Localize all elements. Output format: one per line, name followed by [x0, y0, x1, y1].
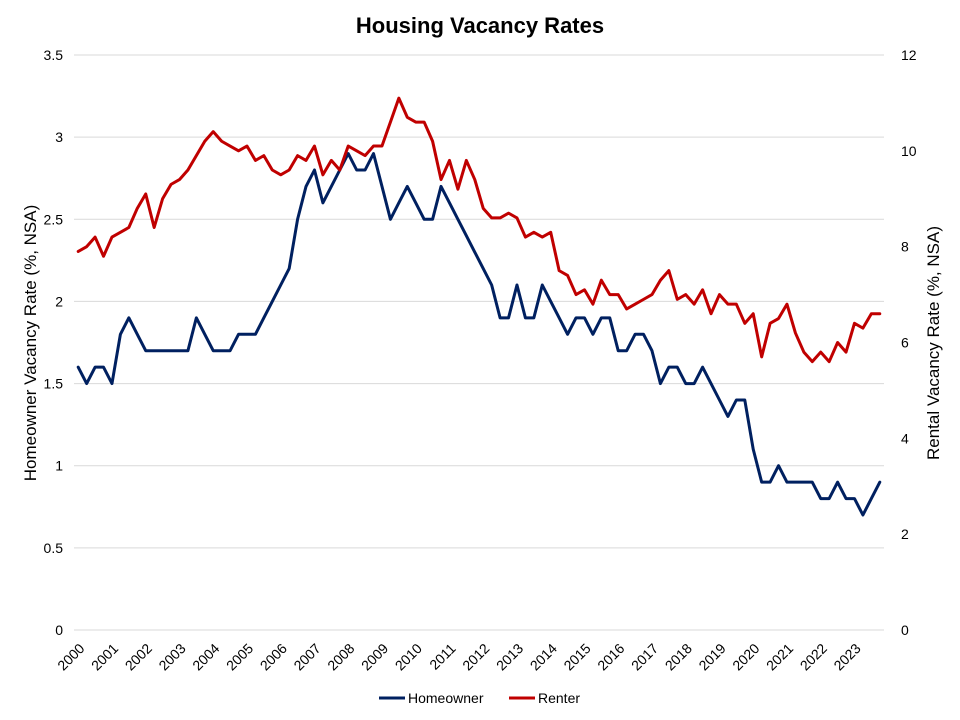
x-tick-label: 2023	[830, 640, 863, 673]
x-tick-label: 2021	[763, 640, 796, 673]
right-tick-label: 10	[901, 143, 917, 159]
x-tick-label: 2003	[155, 640, 188, 673]
x-tick-label: 2010	[392, 640, 425, 673]
series-line-homeowner	[76, 152, 882, 517]
x-tick-label: 2012	[459, 640, 492, 673]
left-axis-title: Homeowner Vacancy Rate (%, NSA)	[21, 205, 40, 482]
legend-label-renter: Renter	[538, 690, 580, 706]
left-tick-label: 0	[55, 622, 63, 638]
right-tick-label: 12	[901, 47, 917, 63]
x-tick-label: 2017	[628, 640, 661, 673]
legend: Homeowner Renter	[379, 690, 580, 706]
x-axis-ticks: 2000 2001 2002 2003 2004 2005 2006 2007 2008 2009…	[54, 640, 864, 673]
x-tick-label: 2011	[426, 640, 459, 673]
right-axis-ticks: 0 2 4 6 8 10 12	[901, 47, 917, 638]
left-tick-label: 1	[55, 458, 63, 474]
x-tick-label: 2019	[695, 640, 728, 673]
series-line-renter	[76, 96, 882, 364]
x-tick-label: 2007	[290, 640, 323, 673]
right-tick-label: 2	[901, 526, 909, 542]
left-tick-label: 3.5	[44, 47, 64, 63]
x-tick-label: 2001	[88, 640, 121, 673]
right-tick-label: 0	[901, 622, 909, 638]
right-tick-label: 8	[901, 239, 909, 255]
x-tick-label: 2002	[122, 640, 155, 673]
x-tick-label: 2015	[560, 640, 593, 673]
x-tick-label: 2009	[358, 640, 391, 673]
left-axis-ticks: 0 0.5 1 1.5 2 2.5 3 3.5	[44, 47, 64, 638]
series-layer	[76, 96, 882, 517]
right-axis-title: Rental Vacancy Rate (%, NSA)	[924, 226, 943, 460]
x-tick-label: 2014	[527, 640, 560, 673]
left-tick-label: 1.5	[44, 376, 64, 392]
chart-title: Housing Vacancy Rates	[356, 13, 604, 38]
x-tick-label: 2004	[189, 640, 222, 673]
left-tick-label: 0.5	[44, 540, 64, 556]
x-tick-label: 2013	[493, 640, 526, 673]
x-tick-label: 2006	[257, 640, 290, 673]
x-tick-label: 2016	[594, 640, 627, 673]
x-tick-label: 2018	[662, 640, 695, 673]
left-tick-label: 2	[55, 293, 63, 309]
x-tick-label: 2000	[54, 640, 87, 673]
legend-label-homeowner: Homeowner	[408, 690, 484, 706]
x-tick-label: 2020	[729, 640, 762, 673]
x-tick-label: 2022	[797, 640, 830, 673]
left-tick-label: 3	[55, 129, 63, 145]
x-tick-label: 2005	[223, 640, 256, 673]
x-tick-label: 2008	[324, 640, 357, 673]
right-tick-label: 4	[901, 430, 909, 446]
left-tick-label: 2.5	[44, 211, 64, 227]
gridlines	[74, 54, 884, 631]
right-tick-label: 6	[901, 335, 909, 351]
